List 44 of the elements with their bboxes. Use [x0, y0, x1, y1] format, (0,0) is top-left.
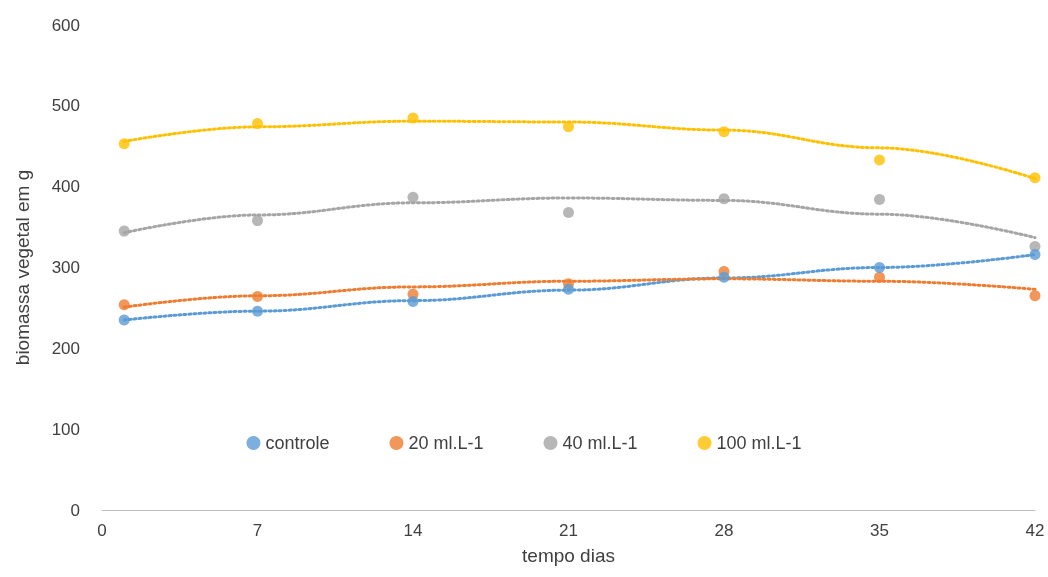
point: [874, 194, 885, 206]
x-tick-label: 28: [714, 521, 734, 540]
x-tick-label: 35: [870, 521, 889, 540]
legend-label: 40 ml.L-1: [562, 433, 638, 453]
y-tick-label: 400: [51, 177, 80, 197]
point: [563, 121, 574, 133]
point: [874, 271, 885, 283]
x-tick-label: 21: [559, 521, 578, 540]
legend-label: 20 ml.L-1: [408, 433, 484, 453]
point: [874, 262, 885, 273]
x-tick-label: 14: [403, 521, 423, 540]
point: [718, 271, 730, 283]
point: [252, 291, 263, 303]
point: [118, 299, 130, 311]
point: [118, 138, 130, 150]
x-tick-label: 0: [97, 521, 107, 540]
point: [874, 154, 885, 166]
point: [118, 225, 130, 237]
point: [563, 207, 574, 219]
legend-label: 100 ml.L-1: [716, 433, 802, 453]
point: [252, 305, 263, 317]
point: [1029, 290, 1041, 302]
point: [252, 215, 263, 227]
x-tick-label: 42: [1025, 521, 1045, 540]
point: [118, 314, 130, 326]
point: [407, 191, 419, 203]
y-tick-label: 0: [70, 500, 80, 520]
point: [407, 295, 419, 307]
point: [1029, 249, 1041, 261]
y-tick-label: 200: [51, 338, 80, 358]
legend-label: controle: [265, 433, 330, 453]
point: [718, 126, 730, 138]
y-tick-label: 300: [51, 258, 80, 277]
point: [252, 118, 263, 130]
x-axis-title: tempo dias: [522, 545, 615, 566]
point: [563, 283, 574, 295]
y-tick-label: 100: [51, 419, 80, 439]
point: [1029, 172, 1041, 184]
y-tick-label: 500: [51, 96, 80, 116]
x-tick-label: 7: [252, 521, 263, 540]
point: [407, 112, 419, 124]
y-axis-title: biomassa vegetal em g: [12, 169, 33, 366]
y-tick-label: 600: [51, 15, 80, 35]
point: [718, 193, 730, 205]
